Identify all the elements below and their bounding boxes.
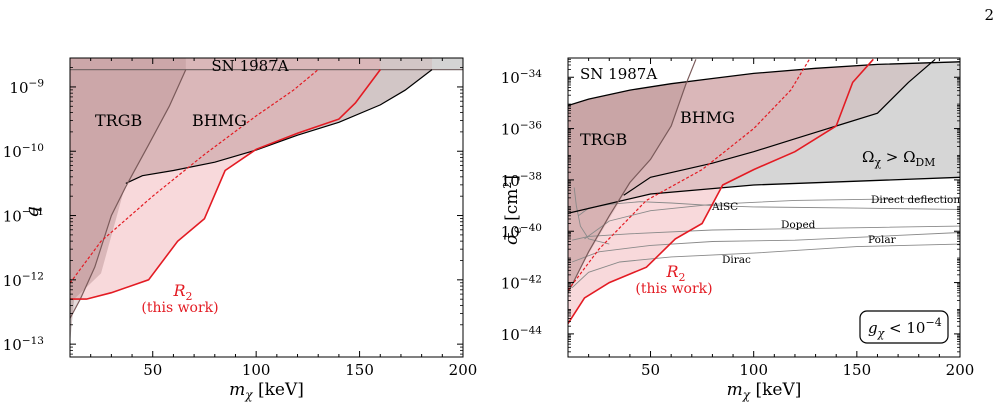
y-axis-label: q	[22, 206, 43, 218]
bhmg-line	[125, 69, 433, 184]
trgb-label: TRGB	[95, 111, 142, 130]
sn1987a-label: SN 1987A	[211, 57, 288, 75]
bhmg-label: BHMG	[192, 111, 247, 130]
y-tick-label: 10−9	[9, 78, 44, 97]
r2-line	[70, 69, 381, 300]
page-number: 2	[984, 6, 994, 24]
bhmg-region	[70, 58, 432, 345]
y-tick-label: 10−10	[3, 142, 44, 161]
r2-region	[70, 58, 381, 300]
x-tick-label: 200	[449, 361, 478, 379]
x-tick-label: 100	[242, 361, 271, 379]
r2-note: (this work)	[141, 300, 218, 316]
plot-frame	[69, 57, 464, 358]
trgb-line	[70, 69, 187, 319]
bhmg-overlay	[70, 58, 432, 345]
r2-dashed-line	[70, 69, 319, 284]
x-axis-label: mχ [keV]	[229, 380, 304, 402]
y-tick-label: 10−13	[3, 335, 44, 354]
y-tick-label: 10−11	[3, 206, 44, 225]
plot-area	[70, 58, 463, 345]
x-tick-label: 50	[143, 361, 162, 379]
y-tick-label: 10−12	[3, 271, 44, 290]
x-tick-label: 150	[345, 361, 374, 379]
